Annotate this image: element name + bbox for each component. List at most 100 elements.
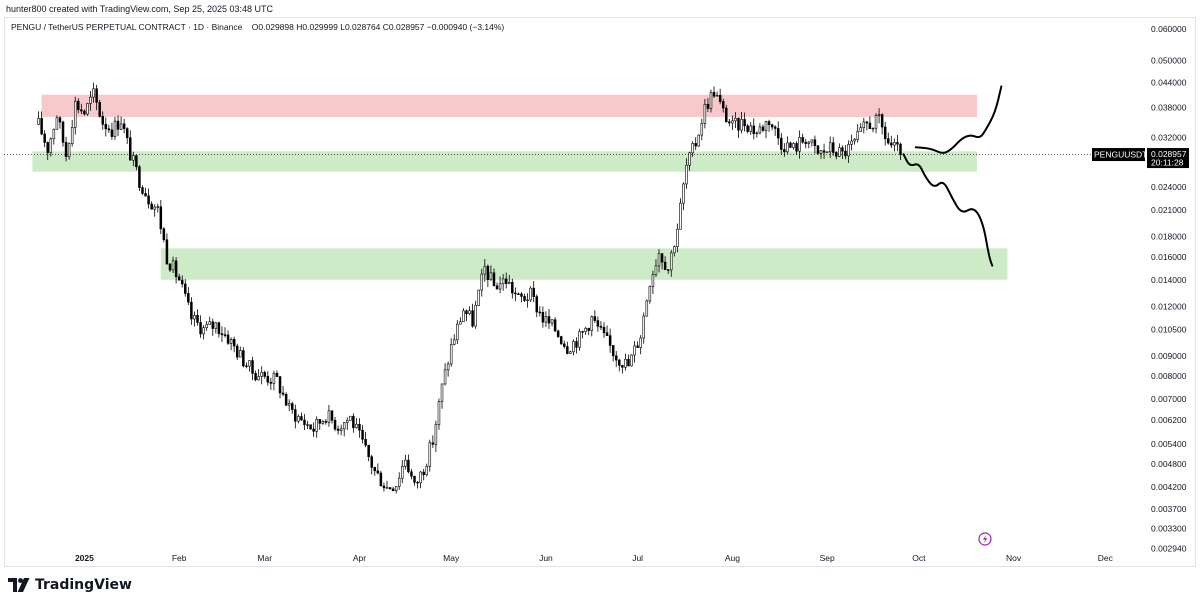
candle-body: [171, 260, 175, 271]
candle: [890, 135, 893, 149]
candle: [58, 116, 62, 129]
candle-body: [300, 416, 303, 421]
candle-body: [887, 138, 890, 144]
time-axis[interactable]: 2025 Feb Mar Apr May Jun Jul Aug Sep Oct Nov Dec: [75, 553, 1114, 563]
symbol-title[interactable]: PENGU / TetherUS PERPETUAL CONTRACT · 1D…: [11, 22, 243, 32]
candle-body: [437, 401, 441, 425]
candle-body: [278, 376, 282, 394]
candle-body: [783, 149, 786, 153]
price-tick-label: 0.060000: [1151, 24, 1187, 34]
candle: [297, 414, 300, 424]
candle-body: [816, 145, 820, 154]
candle-body: [379, 472, 383, 487]
candle: [422, 468, 425, 481]
candle: [514, 287, 517, 302]
candle-body: [95, 88, 98, 103]
lightning-icon[interactable]: [978, 532, 992, 546]
price-tick-label: 0.038000: [1151, 103, 1187, 113]
candle-body: [196, 315, 199, 323]
candle-body: [413, 475, 416, 483]
candle: [853, 138, 856, 145]
candle: [177, 273, 181, 281]
candle: [110, 122, 114, 140]
candle-body: [315, 419, 318, 432]
candle-body: [184, 283, 187, 294]
candle-body: [526, 299, 529, 302]
candle: [208, 316, 211, 325]
candle: [712, 86, 716, 99]
candle: [162, 227, 166, 243]
candle: [780, 133, 783, 155]
candle: [242, 347, 245, 368]
candle: [379, 470, 383, 487]
price-tick-label: 0.018000: [1151, 231, 1187, 241]
candle: [196, 309, 199, 326]
candle: [893, 138, 896, 152]
time-tick-label: Aug: [725, 553, 740, 563]
candle-body: [346, 420, 349, 423]
candle-body: [306, 424, 309, 426]
candle: [122, 118, 126, 134]
candle: [706, 98, 710, 113]
candle-body: [523, 296, 526, 301]
candle-body: [263, 372, 266, 377]
candle: [92, 82, 95, 103]
candle: [272, 370, 276, 391]
candle: [327, 404, 331, 427]
price-tick-label: 0.032000: [1151, 132, 1187, 142]
candle-body: [239, 350, 242, 358]
candle-body: [850, 140, 853, 145]
candle-body: [822, 150, 826, 153]
candle-body: [569, 351, 572, 354]
candle: [501, 273, 505, 291]
candle-body: [98, 102, 101, 117]
candle-body: [431, 442, 435, 445]
candle-body: [725, 107, 728, 123]
candle: [850, 134, 853, 151]
candle-body: [486, 265, 490, 280]
candle-body: [211, 321, 215, 329]
candle-body: [541, 312, 545, 323]
candle-body: [101, 116, 104, 125]
candle: [819, 150, 823, 159]
candle-body: [810, 139, 814, 143]
candle-body: [382, 485, 386, 489]
candle-body: [501, 278, 505, 285]
candle-body: [330, 410, 334, 421]
candle: [828, 136, 832, 158]
candle: [98, 99, 101, 118]
time-tick-label: Sep: [820, 553, 835, 563]
time-tick-label: Oct: [912, 553, 926, 563]
time-tick-label: 2025: [75, 553, 94, 563]
candle: [862, 117, 866, 134]
candle-body: [731, 120, 734, 124]
candle: [168, 263, 172, 272]
candle-body: [559, 336, 563, 345]
candle-body: [636, 345, 639, 348]
candle: [691, 141, 694, 157]
candle-body: [743, 119, 746, 127]
candle-body: [416, 481, 419, 484]
candle: [358, 418, 361, 438]
candle: [171, 256, 175, 274]
candle: [125, 127, 129, 144]
candles-layer: [37, 82, 902, 494]
candle: [535, 294, 539, 318]
candle-body: [621, 365, 624, 368]
candle: [107, 124, 111, 133]
candle-body: [630, 354, 633, 367]
candle-body: [410, 471, 413, 477]
tradingview-logo[interactable]: TradingView: [8, 577, 132, 593]
chart-credit: hunter800 created with TradingView.com, …: [6, 4, 273, 14]
price-axis[interactable]: 0.060000 0.050000 0.044000 0.038000 0.032000…: [1151, 24, 1187, 554]
candle: [355, 417, 358, 429]
candle-body: [425, 465, 428, 476]
candle-body: [333, 420, 337, 430]
candle-body: [110, 129, 114, 137]
price-tag-symbol-bg: [1092, 148, 1145, 162]
candle-body: [593, 316, 597, 321]
candle: [602, 322, 606, 338]
candle: [119, 116, 123, 131]
candle: [449, 338, 453, 367]
